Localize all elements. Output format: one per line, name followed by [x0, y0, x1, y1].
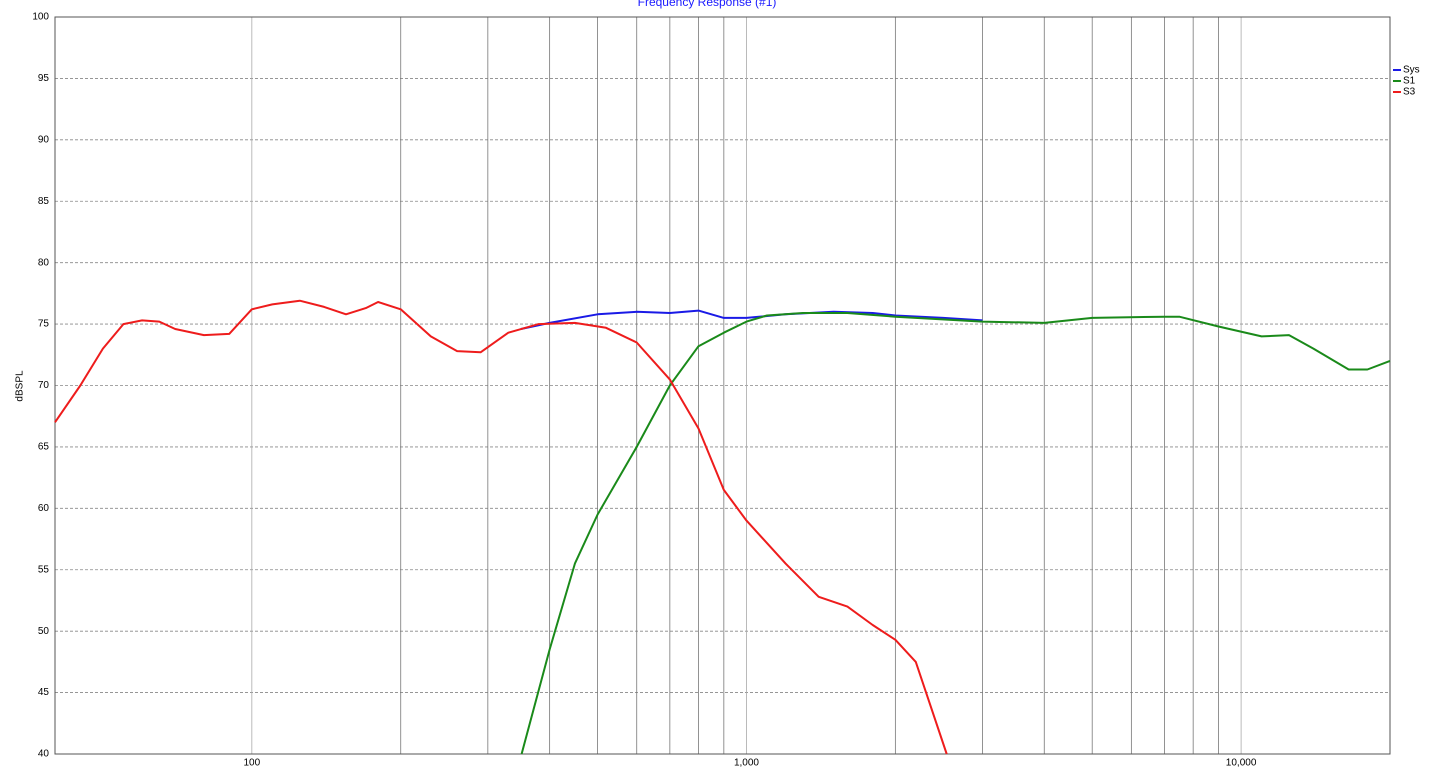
y-tick-label: 85: [38, 196, 50, 207]
legend-label: S3: [1403, 87, 1416, 98]
line-series: [54, 299, 948, 755]
plot-frame: [54, 16, 1391, 755]
y-tick-label: 40: [38, 749, 50, 760]
line-series: [520, 312, 1391, 755]
line-series: [520, 309, 983, 330]
x-tick-label: 100: [243, 758, 260, 769]
y-tick-label: 55: [38, 564, 50, 575]
y-tick-label: 95: [38, 73, 50, 84]
x-tick-label: 10,000: [1226, 758, 1257, 769]
x-tick-label: 1,000: [734, 758, 759, 769]
y-tick-label: 65: [38, 442, 50, 453]
y-tick-label: 45: [38, 687, 50, 698]
y-tick-label: 75: [38, 319, 50, 330]
y-tick-label: 80: [38, 257, 50, 268]
legend-label: Sys: [1403, 65, 1420, 76]
y-tick-label: 60: [38, 503, 50, 514]
y-tick-label: 70: [38, 380, 50, 391]
y-tick-label: 90: [38, 134, 50, 145]
legend-label: S1: [1403, 76, 1416, 87]
y-tick-label: 50: [38, 626, 50, 637]
y-axis-label: dBSPL: [15, 370, 26, 402]
chart-title: Frequency Response (#1): [638, 0, 777, 9]
y-tick-label: 100: [32, 12, 49, 23]
